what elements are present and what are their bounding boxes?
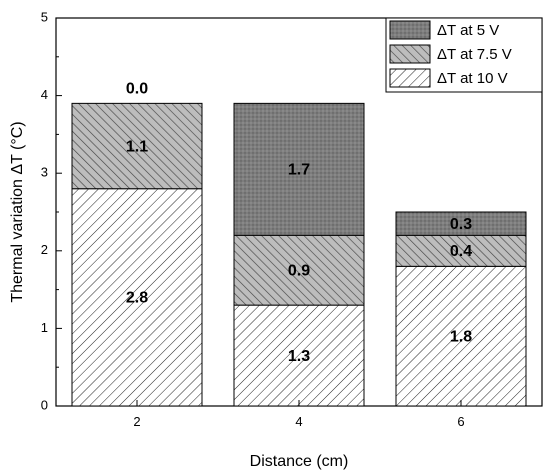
x-axis-title: Distance (cm): [250, 453, 349, 470]
legend-label-2: ΔT at 10 V: [437, 70, 508, 87]
data-label-4-series-0: 1.3: [288, 348, 310, 365]
data-label-2-series-0: 2.8: [126, 290, 148, 307]
bar-segment-2-series-1: [71, 102, 203, 190]
data-label-4-series-1: 0.9: [288, 262, 310, 279]
legend-label-1: ΔT at 7.5 V: [437, 46, 512, 63]
bar-segment-6-series-2: [395, 211, 527, 236]
data-labels-layer: 2.8 1.1 0.0 1.3 0.9 1.7 1.8 0.4 0.3: [126, 81, 472, 365]
data-label-6-series-2: 0.3: [450, 216, 472, 233]
y-tick-label-0: 0: [41, 397, 48, 412]
y-tick-label-5: 5: [41, 9, 48, 24]
y-axis-title: Thermal variation ΔT (°C): [9, 121, 26, 302]
y-tick-label-1: 1: [41, 320, 48, 335]
x-axis: 2 4 6: [133, 400, 465, 429]
legend-swatch-1: [389, 44, 431, 64]
bar-segment-6-series-1: [395, 234, 527, 267]
legend: ΔT at 5 V ΔT at 7.5 V ΔT at 10 V: [385, 17, 543, 93]
x-tick-label-6: 6: [457, 414, 464, 429]
data-label-6-series-0: 1.8: [450, 328, 472, 345]
data-label-2-series-2: 0.0: [126, 81, 148, 98]
data-label-2-series-1: 1.1: [126, 138, 148, 155]
y-tick-label-4: 4: [41, 87, 48, 102]
y-axis: 0 1 2 3 4 5: [41, 9, 62, 412]
legend-label-0: ΔT at 5 V: [437, 22, 499, 39]
bars-layer: [71, 102, 527, 407]
data-label-4-series-2: 1.7: [288, 162, 310, 179]
x-tick-label-2: 2: [133, 414, 140, 429]
legend-swatch-0: [389, 20, 431, 40]
bar-segment-4-series-1: [233, 234, 365, 306]
bar-segment-4-series-2: [233, 102, 365, 236]
x-tick-label-4: 4: [295, 414, 302, 429]
legend-swatch-2: [389, 68, 431, 88]
y-tick-label-3: 3: [41, 165, 48, 180]
bar-segment-6-series-0: [395, 265, 527, 407]
y-tick-label-2: 2: [41, 242, 48, 257]
data-label-6-series-1: 0.4: [450, 243, 472, 260]
